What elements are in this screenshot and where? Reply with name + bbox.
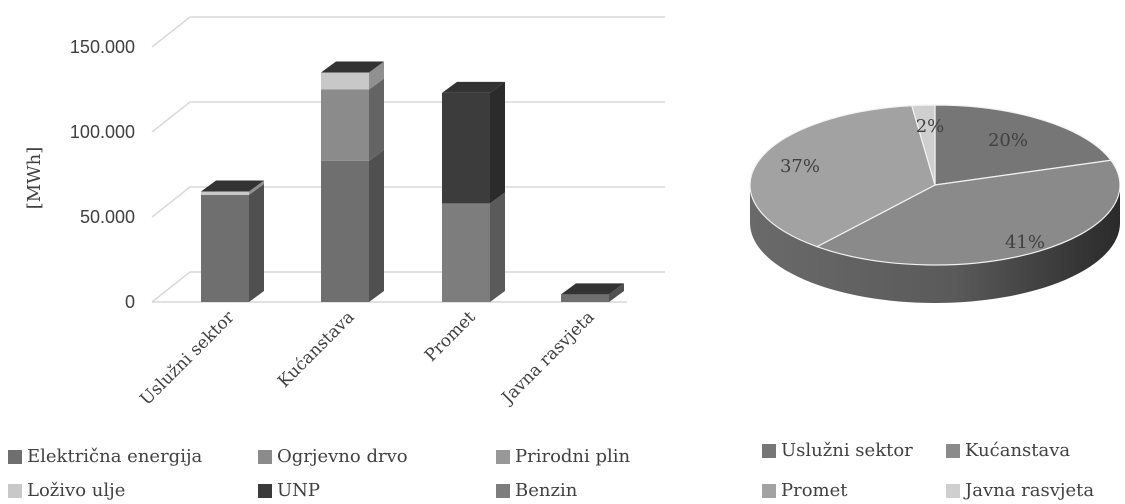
bar-segment <box>321 72 369 90</box>
bar-segment-side <box>490 81 505 204</box>
pie-slice <box>911 104 936 186</box>
pie-value-label: 20% <box>988 130 1028 151</box>
category-label: Javna rasvjeta <box>497 307 599 409</box>
bar-top <box>561 283 624 295</box>
gridline-depth <box>151 16 191 48</box>
legend-swatch <box>496 483 510 498</box>
category-label: Kućanstava <box>274 307 358 391</box>
stacked-bar-chart: 0 50.000 100.000 150.000 [MWh] Uslužni sektor… <box>24 16 665 410</box>
y-tick-label: 100.000 <box>70 122 135 142</box>
legend-swatch <box>946 483 960 498</box>
legend-swatch <box>8 449 22 464</box>
category-label: Uslužni sektor <box>136 307 239 410</box>
legend-label: Benzin <box>515 480 578 501</box>
legend-label: Ogrjevno drvo <box>277 446 408 467</box>
bar-legend: Električna energija Ogrjevno drvo Prirod… <box>0 446 700 504</box>
y-tick-label: 150.000 <box>70 37 135 57</box>
bar-segment-side <box>249 180 264 195</box>
pie-value-label: 41% <box>1005 232 1045 253</box>
bar-segment <box>201 194 249 302</box>
gridline-depth <box>151 271 191 303</box>
bar-segment-side <box>369 149 384 302</box>
legend-item: Prirodni plin <box>496 446 630 467</box>
category-label: Promet <box>421 307 480 366</box>
legend-item: Električna energija <box>8 446 202 467</box>
pie-slice <box>749 105 936 248</box>
legend-item: UNP <box>258 480 320 501</box>
legend-label: Javna rasvjeta <box>965 480 1095 501</box>
legend-label: UNP <box>277 480 321 501</box>
bar-segment <box>442 203 490 302</box>
pie-slice <box>934 104 1113 186</box>
pie-slice <box>815 159 1120 266</box>
legend-swatch <box>496 449 510 464</box>
legend-label: Prirodni plin <box>515 446 631 467</box>
bar-segment <box>201 191 249 195</box>
legend-swatch <box>762 443 776 458</box>
legend-item: Benzin <box>496 480 577 501</box>
bar-segment-side <box>249 183 264 302</box>
legend-label: Promet <box>781 480 848 501</box>
legend-item: Promet <box>762 480 848 501</box>
legend-item: Kućanstava <box>946 440 1070 461</box>
legend-label: Uslužni sektor <box>781 440 913 461</box>
y-tick-label: 0 <box>125 292 135 312</box>
bar-top <box>201 180 264 192</box>
y-tick-label: 50.000 <box>80 207 135 227</box>
legend-swatch <box>8 483 22 498</box>
y-axis-label: [MWh] <box>24 147 45 210</box>
bar-segment-side <box>609 283 624 302</box>
legend-label: Električna energija <box>27 446 203 467</box>
pie-legend: Uslužni sektor Kućanstava Promet Javna r… <box>760 440 1125 504</box>
bar-segment <box>321 160 369 302</box>
legend-item: Loživo ulje <box>8 480 125 501</box>
bar-segment-side <box>490 192 505 302</box>
pie-side <box>750 185 1120 303</box>
legend-label: Loživo ulje <box>27 480 126 501</box>
gridline-depth <box>151 186 191 218</box>
legend-item: Javna rasvjeta <box>946 480 1094 501</box>
pie-value-label: 2% <box>916 116 945 137</box>
bar-segment <box>442 92 490 204</box>
pie-chart: 20% 41% 37% 2% <box>749 104 1120 303</box>
bar-top <box>442 81 505 93</box>
legend-label: Kućanstava <box>965 440 1071 461</box>
bar-segment-side <box>369 78 384 161</box>
bar-segment <box>561 294 609 302</box>
bar-top <box>321 61 384 73</box>
legend-swatch <box>946 443 960 458</box>
gridline-depth <box>151 101 191 133</box>
legend-swatch <box>258 483 272 498</box>
legend-item: Ogrjevno drvo <box>258 446 408 467</box>
bar-segment-side <box>369 61 384 90</box>
bar-segment <box>321 89 369 161</box>
legend-swatch <box>762 483 776 498</box>
pie-value-label: 37% <box>780 156 820 177</box>
legend-item: Uslužni sektor <box>762 440 913 461</box>
legend-swatch <box>258 449 272 464</box>
